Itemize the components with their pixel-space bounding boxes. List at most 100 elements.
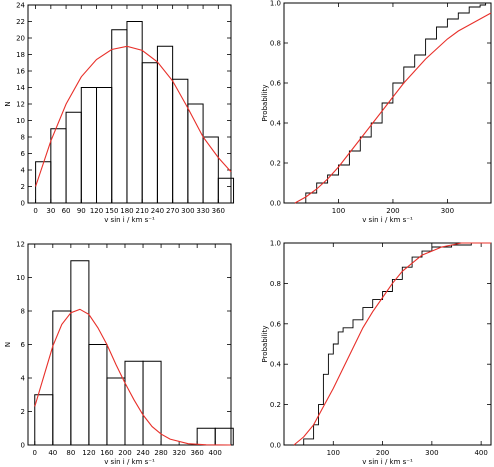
x-tick-label: 0 <box>33 207 37 215</box>
panel-2: 0.0 0.2 0.4 0.6 0.8 1.0 100 200 300 v sin i / km … <box>261 0 492 224</box>
y-tick-label: 8 <box>21 308 25 316</box>
y-tick-label: 0.6 <box>270 80 282 88</box>
x-tick-label: 120 <box>82 449 95 457</box>
y-tick-label: 0.2 <box>270 401 281 409</box>
x-tick-label: 100 <box>332 207 345 215</box>
y-tick-label: 1.0 <box>270 240 281 248</box>
y-tick-label: 14 <box>16 84 25 92</box>
x-tick-label: 360 <box>190 449 203 457</box>
y-tick-label: 0.4 <box>270 120 282 128</box>
y-axis-title: N <box>4 101 12 106</box>
histogram-bar <box>142 360 162 446</box>
histogram-bar <box>52 310 72 446</box>
x-tick-label: 320 <box>172 449 185 457</box>
x-tick-label: 60 <box>62 207 71 215</box>
x-tick-label: 400 <box>209 449 222 457</box>
x-tick-label: 280 <box>154 449 167 457</box>
histogram-bar <box>70 260 90 446</box>
histogram-bar <box>196 427 216 446</box>
histogram-bar <box>106 377 126 446</box>
x-tick-label: 300 <box>181 207 194 215</box>
y-tick-label: 24 <box>16 2 25 10</box>
x-tick-label: 200 <box>386 207 399 215</box>
x-tick-label: 240 <box>136 449 149 457</box>
x-axis-title: v sin i / km s⁻¹ <box>104 458 155 466</box>
y-tick-label: 12 <box>16 101 25 109</box>
fit-curve <box>34 308 232 446</box>
x-tick-label: 210 <box>136 207 149 215</box>
histogram-bar <box>88 344 108 446</box>
x-tick-label: 90 <box>77 207 86 215</box>
histogram-bar <box>172 78 189 204</box>
histogram-bar <box>50 128 67 204</box>
x-tick-label: 400 <box>474 449 487 457</box>
y-tick-label: 0.0 <box>270 200 281 208</box>
x-tick-label: 330 <box>196 207 209 215</box>
y-tick-label: 1.0 <box>270 0 281 8</box>
x-tick-label: 300 <box>425 449 438 457</box>
plot-frame <box>283 242 492 446</box>
x-tick-label: 240 <box>151 207 164 215</box>
y-tick-label: 0.6 <box>270 320 282 328</box>
y-tick-label: 0 <box>21 200 25 208</box>
histogram-bar <box>111 29 128 204</box>
y-tick-label: 2 <box>21 408 25 416</box>
x-tick-label: 300 <box>441 207 454 215</box>
y-tick-label: 4 <box>21 167 26 175</box>
x-tick-label: 180 <box>120 207 133 215</box>
x-tick-label: 360 <box>212 207 225 215</box>
histogram-bar <box>96 87 113 204</box>
y-tick-label: 6 <box>21 341 26 349</box>
histogram-bar <box>124 360 144 446</box>
y-axis-title: N <box>4 342 12 347</box>
histogram-bar <box>80 87 98 204</box>
empirical-cdf-line <box>294 3 487 204</box>
model-cdf-line <box>294 12 492 204</box>
y-tick-label: 0.0 <box>270 442 281 450</box>
y-tick-label: 0.8 <box>270 280 281 288</box>
y-tick-label: 0.8 <box>270 40 281 48</box>
y-tick-label: 10 <box>16 274 25 282</box>
y-tick-label: 0.4 <box>270 361 282 369</box>
histogram-bar <box>34 394 54 446</box>
histogram-bar <box>156 45 174 204</box>
x-axis-title: v sin i / km s⁻¹ <box>362 458 413 466</box>
x-tick-label: 40 <box>48 449 57 457</box>
empirical-cdf-line <box>293 242 491 446</box>
panel-4: 0.0 0.2 0.4 0.6 0.8 1.0 100 200 300 400 v sin i / … <box>261 240 492 466</box>
model-cdf-line <box>293 242 491 446</box>
plot-frame <box>283 2 492 204</box>
x-tick-label: 120 <box>90 207 103 215</box>
y-tick-label: 18 <box>16 51 25 59</box>
histogram-bar <box>65 111 82 204</box>
x-tick-label: 270 <box>166 207 179 215</box>
y-tick-label: 20 <box>16 35 25 43</box>
plot-frame <box>27 243 232 446</box>
y-tick-label: 16 <box>16 68 25 76</box>
x-axis-title: v sin i / km s⁻¹ <box>104 216 155 224</box>
y-tick-label: 8 <box>21 134 25 142</box>
x-tick-label: 200 <box>376 449 389 457</box>
y-tick-label: 4 <box>21 375 26 383</box>
y-tick-label: 22 <box>16 18 25 26</box>
x-tick-label: 100 <box>327 449 340 457</box>
y-tick-label: 0 <box>21 442 25 450</box>
histogram-bar <box>187 103 204 204</box>
y-tick-label: 10 <box>16 117 25 125</box>
y-tick-label: 12 <box>16 241 25 249</box>
histogram-bar <box>35 161 52 204</box>
x-tick-label: 150 <box>105 207 118 215</box>
x-tick-label: 80 <box>66 449 75 457</box>
y-tick-label: 2 <box>21 183 25 191</box>
histogram-bar <box>202 136 219 204</box>
x-tick-label: 160 <box>100 449 113 457</box>
y-tick-label: 6 <box>21 150 26 158</box>
y-axis-title: Probability <box>261 84 269 121</box>
fit-curve <box>35 45 232 187</box>
histogram-bar <box>141 62 158 204</box>
x-axis-title: v sin i / km s⁻¹ <box>362 216 413 224</box>
y-tick-label: 0.2 <box>270 160 281 168</box>
